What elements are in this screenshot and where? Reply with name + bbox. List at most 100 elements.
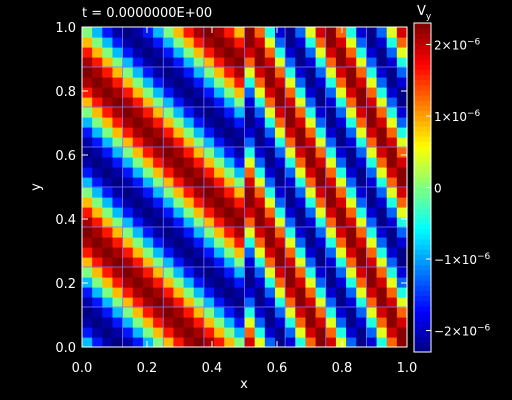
heatmap-cell [183, 57, 195, 68]
heatmap-cell [173, 307, 185, 318]
heatmap-cell [132, 337, 144, 348]
heatmap-cell [285, 297, 296, 308]
heatmap-cell [153, 227, 164, 238]
heatmap-cell [153, 107, 164, 118]
heatmap-cell [325, 237, 337, 248]
heatmap-cell [214, 257, 225, 268]
heatmap-cell [153, 337, 164, 348]
heatmap-cell [82, 207, 93, 218]
heatmap-cell [102, 217, 114, 228]
heatmap-cell [234, 97, 246, 108]
heatmap-cell [396, 247, 408, 258]
heatmap-cell [295, 167, 307, 178]
heatmap-cell [203, 297, 215, 308]
heatmap-cell [92, 197, 103, 208]
heatmap-cell [203, 197, 215, 208]
heatmap-cell [183, 137, 195, 148]
heatmap-cell [183, 77, 195, 88]
heatmap-cell [325, 247, 337, 258]
heatmap-cell [234, 107, 246, 118]
colorbar-swatch [414, 218, 431, 225]
heatmap-cell [132, 257, 144, 268]
heatmap-cell [285, 337, 296, 348]
heatmap-cell [92, 317, 103, 328]
x-tick-label: 1.0 [397, 361, 418, 376]
heatmap-cell [203, 327, 215, 338]
heatmap-cell [203, 157, 215, 168]
colorbar-swatch [414, 213, 431, 219]
heatmap-cell [356, 217, 367, 228]
heatmap-cell [82, 227, 93, 238]
colorbar-swatch [414, 182, 431, 189]
heatmap-cell [224, 37, 235, 48]
heatmap-cell [264, 37, 276, 48]
heatmap-cell [366, 247, 378, 258]
heatmap-cell [335, 217, 347, 228]
heatmap-cell [132, 207, 144, 218]
heatmap-cell [366, 87, 378, 98]
heatmap-cell [122, 147, 134, 158]
heatmap-cell [346, 127, 357, 138]
heatmap-cell [295, 227, 307, 238]
heatmap-cell [153, 87, 164, 98]
heatmap-cell [92, 327, 103, 338]
heatmap-cell [356, 47, 367, 58]
heatmap-cell [315, 297, 327, 308]
heatmap-cell [285, 207, 296, 218]
heatmap-cell [254, 177, 266, 188]
heatmap-cell [122, 117, 134, 128]
heatmap-cell [295, 77, 307, 88]
heatmap-cell [305, 77, 317, 88]
heatmap-cell [163, 287, 175, 298]
heatmap-cell [315, 307, 327, 318]
heatmap-cell [366, 227, 378, 238]
heatmap-cell [122, 67, 134, 78]
heatmap-cell [153, 237, 164, 248]
heatmap-cell [102, 57, 114, 68]
heatmap-cell [193, 277, 205, 288]
heatmap-cell [234, 87, 246, 98]
heatmap-cell [203, 97, 215, 108]
heatmap-cell [386, 27, 398, 38]
heatmap-cell [153, 127, 164, 138]
heatmap-cell [264, 137, 276, 148]
heatmap-cell [285, 157, 296, 168]
heatmap-cell [82, 137, 93, 148]
heatmap-cell [346, 197, 357, 208]
heatmap-cell [163, 167, 175, 178]
heatmap-cell [264, 207, 276, 218]
heatmap-cell [396, 147, 408, 158]
heatmap-cell [315, 257, 327, 268]
heatmap-cell [163, 207, 175, 218]
heatmap-cell [122, 327, 134, 338]
y-tick-label: 0.2 [55, 277, 76, 292]
heatmap-cell [274, 317, 286, 328]
colorbar-swatch [414, 192, 431, 199]
heatmap-cell [234, 247, 246, 258]
heatmap-cell [142, 57, 154, 68]
heatmap-cell [234, 67, 246, 78]
heatmap-cell [193, 267, 205, 278]
heatmap-cell [305, 187, 317, 198]
heatmap-cell [153, 207, 164, 218]
heatmap-cell [142, 117, 154, 128]
heatmap-cell [112, 177, 124, 188]
heatmap-cell [356, 107, 367, 118]
heatmap-cell [264, 267, 276, 278]
heatmap-cell [224, 257, 235, 268]
heatmap-cell [305, 27, 317, 38]
heatmap-cell [203, 337, 215, 348]
heatmap-cell [224, 27, 235, 38]
heatmap-cell [92, 97, 103, 108]
heatmap-cell [315, 247, 327, 258]
heatmap-cell [295, 247, 307, 258]
heatmap-cell [193, 237, 205, 248]
heatmap-cell [142, 277, 154, 288]
heatmap-cell [193, 77, 205, 88]
heatmap-cell [356, 307, 367, 318]
heatmap-cell [244, 167, 256, 178]
colorbar-tick-label: −1×10−6 [434, 252, 491, 267]
heatmap-cell [183, 277, 195, 288]
heatmap-cell [356, 297, 367, 308]
heatmap-cell [274, 27, 286, 38]
